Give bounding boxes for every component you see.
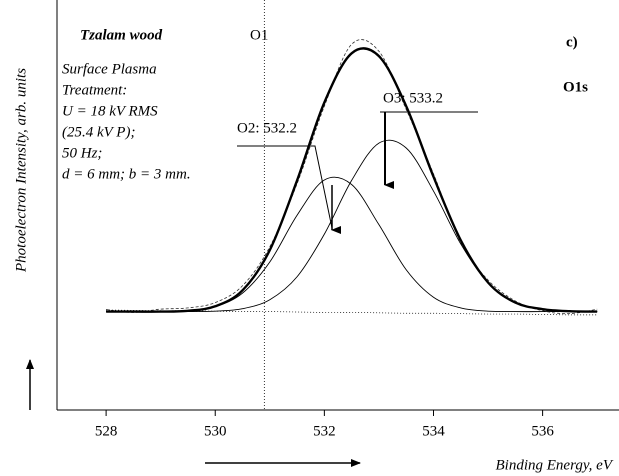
x-tick-label: 536 [531,423,554,439]
treatment-line: Surface Plasma [62,61,157,77]
series-line [106,39,598,315]
x-axis-label: Binding Energy, eV [496,457,614,473]
treatment-line: Treatment: [62,82,127,98]
panel-label: c) [566,34,578,50]
series-line [106,139,598,313]
o2-pointer [237,145,333,229]
region-label: O1s [563,79,588,95]
x-tick-label: 532 [313,423,336,439]
treatment-line: (25.4 kV P); [62,124,135,140]
x-tick-label: 528 [95,423,118,439]
series-line [106,176,598,313]
o1-label: O1 [250,27,268,43]
o3-label: O3: 533.2 [383,90,443,106]
y-axis-label: Photoelectron Intensity, arb. units [13,68,29,273]
sample-label: Tzalam wood [80,27,163,43]
treatment-line: U = 18 kV RMS [62,103,158,119]
x-tick-label: 530 [204,423,227,439]
series-line [106,309,598,316]
plot-area [106,0,598,410]
o2-label: O2: 532.2 [237,120,297,136]
x-tick-label: 534 [422,423,445,439]
treatment-line: 50 Hz; [62,145,102,161]
treatment-line: d = 6 mm; b = 3 mm. [62,166,191,182]
